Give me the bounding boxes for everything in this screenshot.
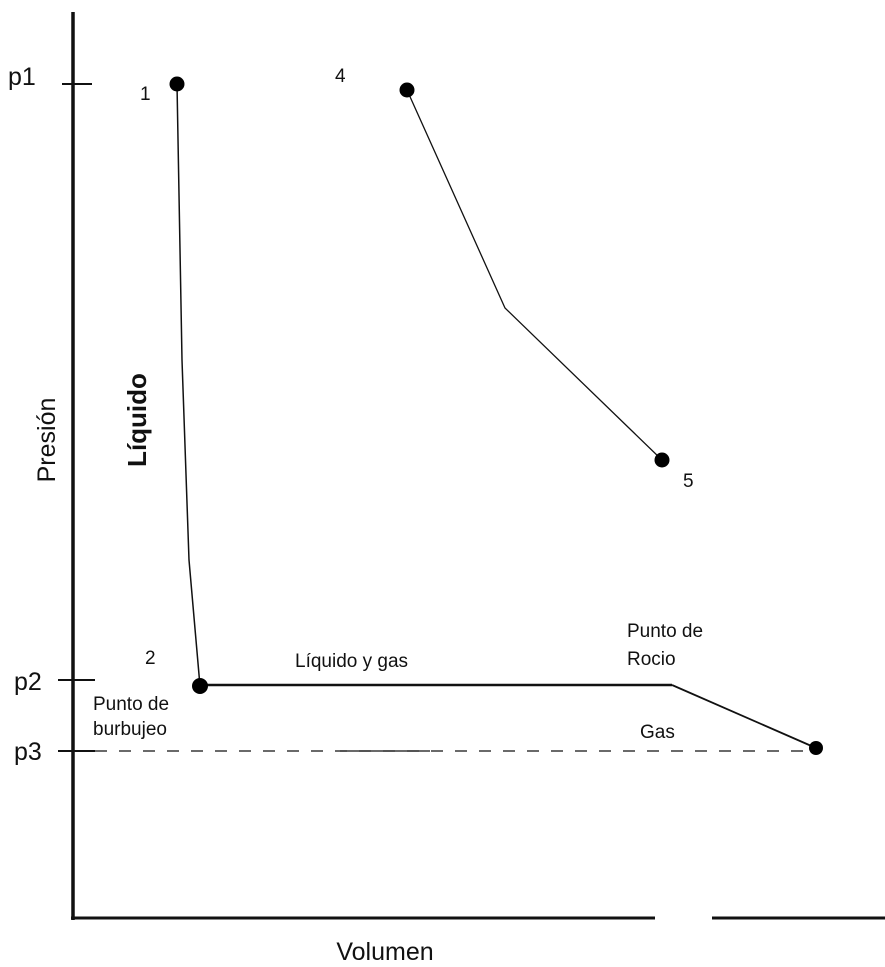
tick-label-p1: p1	[8, 63, 36, 91]
point-1-label: 1	[140, 84, 151, 105]
y-axis-title: Presión	[33, 398, 61, 483]
dew-point-label-line1: Punto de	[627, 621, 703, 642]
tick-label-p2: p2	[14, 668, 42, 696]
liquid-region-label: Líquido	[122, 373, 152, 467]
gas-expansion-line	[671, 684, 817, 749]
point-4-marker	[399, 82, 415, 98]
point-5-marker	[654, 452, 670, 468]
tick-label-p3: p3	[14, 738, 42, 766]
point-4-label: 4	[335, 66, 346, 87]
bubble-point-label-line2: burbujeo	[93, 719, 167, 740]
point-2-marker	[192, 678, 208, 694]
dew-point-label-line2: Rocio	[627, 649, 676, 670]
point-5-label: 5	[683, 471, 694, 492]
liquid-compression-curve	[176, 83, 201, 687]
curve-4-5	[406, 89, 663, 461]
x-axis-title: Volumen	[336, 938, 433, 966]
point-2-label: 2	[145, 648, 156, 669]
liquid-gas-region-label: Líquido y gas	[295, 651, 408, 672]
point-1-marker	[169, 76, 185, 92]
bubble-point-label-line1: Punto de	[93, 694, 169, 715]
end-point-marker	[809, 741, 823, 755]
gas-region-label: Gas	[640, 722, 675, 743]
